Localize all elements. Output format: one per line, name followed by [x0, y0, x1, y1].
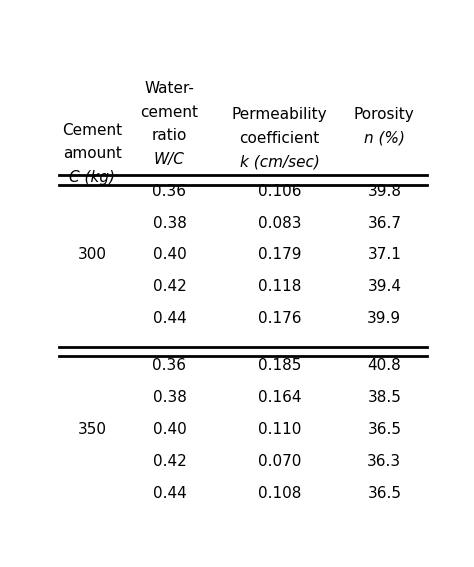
Text: 36.5: 36.5 [367, 486, 401, 501]
Text: 0.42: 0.42 [153, 280, 186, 294]
Text: coefficient: coefficient [239, 131, 320, 146]
Text: 0.44: 0.44 [153, 311, 186, 326]
Text: n (%): n (%) [364, 131, 405, 146]
Text: 0.083: 0.083 [258, 215, 301, 231]
Text: 300: 300 [78, 247, 107, 263]
Text: Permeability: Permeability [232, 107, 328, 122]
Text: 0.40: 0.40 [153, 422, 186, 437]
Text: 0.070: 0.070 [258, 454, 301, 469]
Text: 0.106: 0.106 [258, 184, 301, 198]
Text: 39.8: 39.8 [367, 184, 401, 198]
Text: W/C: W/C [154, 152, 185, 167]
Text: 38.5: 38.5 [367, 390, 401, 405]
Text: 36.3: 36.3 [367, 454, 401, 469]
Text: cement: cement [140, 105, 199, 120]
Text: 39.9: 39.9 [367, 311, 401, 326]
Text: 0.42: 0.42 [153, 454, 186, 469]
Text: Porosity: Porosity [354, 107, 415, 122]
Text: 0.176: 0.176 [258, 311, 301, 326]
Text: 0.185: 0.185 [258, 358, 301, 373]
Text: 0.36: 0.36 [153, 184, 186, 198]
Text: ratio: ratio [152, 128, 187, 143]
Text: 0.38: 0.38 [153, 390, 186, 405]
Text: 40.8: 40.8 [367, 358, 401, 373]
Text: 0.40: 0.40 [153, 247, 186, 263]
Text: 0.44: 0.44 [153, 486, 186, 501]
Text: 0.118: 0.118 [258, 280, 301, 294]
Text: 350: 350 [78, 422, 107, 437]
Text: 0.164: 0.164 [258, 390, 301, 405]
Text: C (kg): C (kg) [69, 170, 115, 185]
Text: 0.108: 0.108 [258, 486, 301, 501]
Text: 0.110: 0.110 [258, 422, 301, 437]
Text: Cement: Cement [62, 122, 122, 138]
Text: 0.36: 0.36 [153, 358, 186, 373]
Text: 0.38: 0.38 [153, 215, 186, 231]
Text: 37.1: 37.1 [367, 247, 401, 263]
Text: 36.7: 36.7 [367, 215, 401, 231]
Text: 0.179: 0.179 [258, 247, 301, 263]
Text: k (cm/sec): k (cm/sec) [240, 154, 319, 170]
Text: 36.5: 36.5 [367, 422, 401, 437]
Text: 39.4: 39.4 [367, 280, 401, 294]
Text: Water-: Water- [145, 81, 194, 96]
Text: amount: amount [63, 146, 122, 161]
